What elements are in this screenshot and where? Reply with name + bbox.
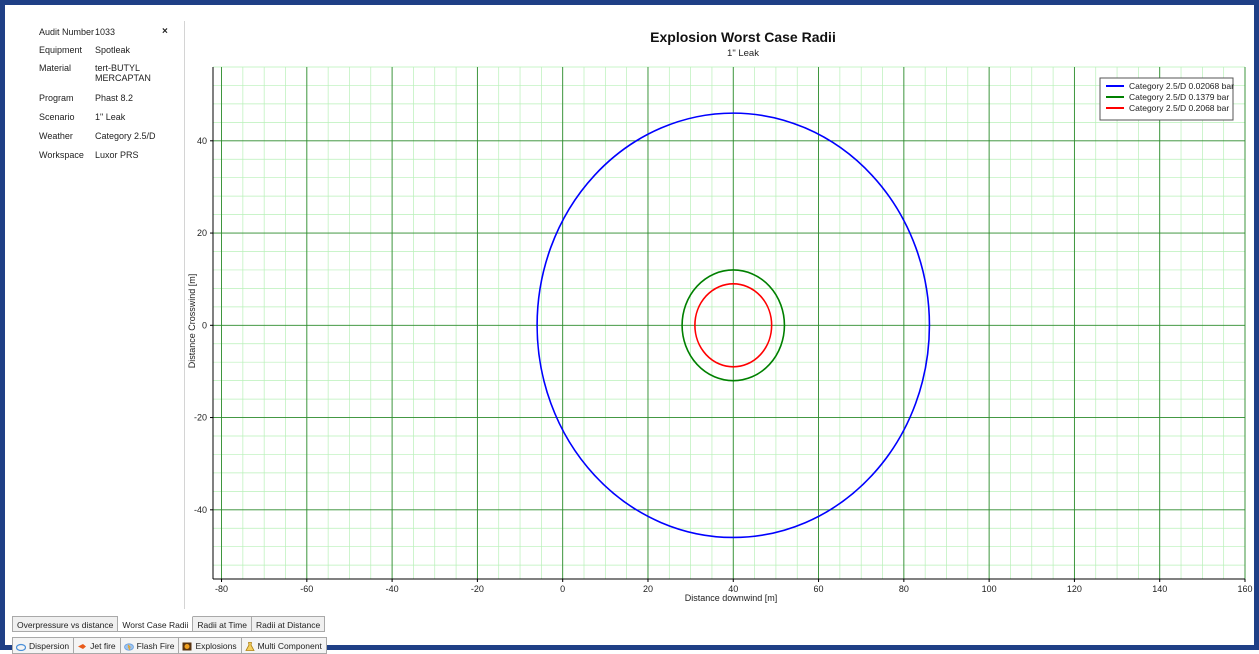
x-tick-label: -60	[300, 584, 313, 594]
x-tick-label: -20	[471, 584, 484, 594]
radii-chart: -80 -60 -40 -20 0 20 40 60 80 100 120 140 160 40 20 0 -2…	[187, 29, 1253, 603]
tab-flash-fire[interactable]: Flash Fire	[120, 637, 180, 654]
legend-entry: Category 2.5/D 0.2068 bar	[1129, 103, 1229, 113]
flask-icon	[244, 641, 255, 651]
tab-overpressure-vs-distance[interactable]: Overpressure vs distance	[12, 616, 119, 632]
info-label: Scenario	[39, 112, 75, 122]
info-value: 1033	[95, 27, 116, 37]
explosion-icon	[182, 642, 192, 650]
series	[536, 112, 931, 539]
tab-dispersion[interactable]: Dispersion	[12, 637, 75, 654]
x-tick-label: 80	[899, 584, 909, 594]
info-label: Workspace	[39, 150, 84, 160]
tab-explosions[interactable]: Explosions	[179, 637, 242, 654]
x-tick-label: 20	[643, 584, 653, 594]
tab-worst-case-radii[interactable]: Worst Case Radii	[118, 616, 194, 632]
info-value: Luxor PRS	[95, 150, 139, 160]
info-panel: × Audit Number 1033 Equipment Spotleak M…	[12, 21, 185, 609]
jet-fire-icon	[78, 643, 87, 649]
x-tick-label: 160	[1237, 584, 1252, 594]
tab-radii-at-time[interactable]: Radii at Time	[193, 616, 252, 632]
y-tick-label: 0	[202, 320, 207, 330]
tab-label: Jet fire	[90, 641, 116, 651]
x-tick-label: -80	[215, 584, 228, 594]
tab-label: Explosions	[195, 641, 237, 651]
legend-entry: Category 2.5/D 0.02068 bar	[1129, 81, 1234, 91]
legend-entry: Category 2.5/D 0.1379 bar	[1129, 92, 1229, 102]
x-tick-label: 60	[814, 584, 824, 594]
chart-title: Explosion Worst Case Radii	[650, 29, 836, 45]
x-tick-label: 140	[1152, 584, 1167, 594]
x-tick-label: 100	[982, 584, 997, 594]
tab-label: Flash Fire	[136, 641, 175, 651]
info-value: Phast 8.2	[95, 93, 134, 103]
y-axis-label: Distance Crosswind [m]	[187, 274, 197, 369]
module-tabs: Dispersion Jet fire Flash Fire Explosion…	[12, 637, 327, 654]
info-value: 1" Leak	[95, 112, 126, 122]
y-tick-label: 20	[197, 228, 207, 238]
chart-subtitle: 1" Leak	[727, 48, 759, 59]
axes	[212, 67, 1245, 580]
info-label: Equipment	[39, 45, 83, 55]
flash-fire-icon	[123, 642, 134, 651]
x-axis-label: Distance downwind [m]	[685, 593, 778, 603]
x-tick-label: 120	[1067, 584, 1082, 594]
tick-labels: -80 -60 -40 -20 0 20 40 60 80 100 120 140 160 40 20 0 -2…	[194, 136, 1253, 594]
info-label: Program	[39, 93, 74, 103]
grid-major	[213, 67, 1246, 579]
info-label: Weather	[39, 131, 73, 141]
tab-radii-at-distance[interactable]: Radii at Distance	[251, 616, 326, 632]
info-label: Material	[39, 63, 72, 73]
info-value: Spotleak	[95, 45, 131, 55]
y-tick-label: -40	[194, 505, 207, 515]
info-value: tert-BUTYL MERCAPTAN	[95, 63, 151, 83]
tab-jet-fire[interactable]: Jet fire	[74, 637, 121, 654]
close-icon[interactable]: ×	[162, 26, 168, 37]
info-value: Category 2.5/D	[95, 131, 156, 141]
y-tick-label: -20	[194, 413, 207, 423]
tab-label: Multi Component	[257, 641, 322, 651]
tab-multi-component[interactable]: Multi Component	[241, 637, 327, 654]
info-label: Audit Number	[39, 27, 95, 37]
tab-label: Dispersion	[29, 641, 70, 651]
y-tick-label: 40	[197, 136, 207, 146]
x-tick-label: 0	[560, 584, 565, 594]
x-tick-label: 40	[728, 584, 738, 594]
radius-circle-2	[681, 269, 786, 382]
cloud-icon	[16, 643, 26, 651]
result-tabs: Overpressure vs distance Worst Case Radi…	[12, 616, 326, 632]
chart-area: -80 -60 -40 -20 0 20 40 60 80 100 120 140 160 40 20 0 -2…	[185, 21, 1259, 609]
grid-minor	[213, 66, 1246, 579]
x-tick-label: -40	[386, 584, 399, 594]
radius-circle-3	[694, 282, 773, 368]
radius-circle-1	[536, 112, 931, 539]
